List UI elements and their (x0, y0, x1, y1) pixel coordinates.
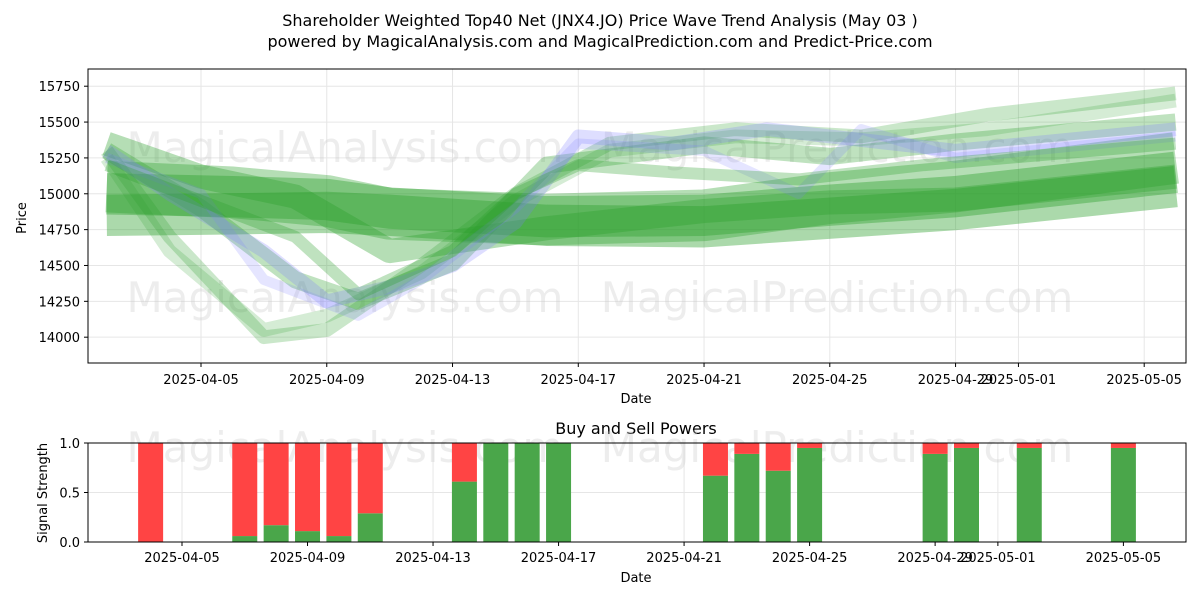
sell-bar (138, 443, 164, 542)
buy-bar (451, 481, 477, 542)
price-wave-band-7 (100, 93, 1177, 337)
signal-x-tick-label: 2025-04-13 (395, 551, 471, 566)
buy-bar (954, 447, 979, 542)
price-watermarks: MagicalAnalysis.com MagicalPrediction.co… (127, 123, 1074, 322)
signal-x-tick-label: 2025-04-25 (772, 551, 848, 566)
buy-bar (1016, 447, 1042, 542)
price-x-tick-label: 2025-04-09 (289, 373, 365, 388)
buy-bar (357, 513, 383, 542)
signal-x-ticks: 2025-04-05 2025-04-09 2025-04-13 2025-04-17… (144, 542, 1161, 566)
sell-bar (797, 443, 823, 448)
price-y-tick-label: 15500 (39, 116, 80, 131)
price-y-tick-label: 15250 (39, 152, 80, 167)
watermark-analysis-mid: MagicalAnalysis.com (127, 273, 564, 322)
price-wave-band-5 (102, 113, 1177, 310)
sell-bar (295, 443, 321, 532)
signal-y-ticks: 0.0 0.5 1.0 (59, 437, 88, 551)
buy-bar (263, 525, 289, 542)
price-wave-band-9 (104, 124, 1177, 321)
watermark-prediction-top: MagicalPrediction.com (601, 123, 1074, 172)
price-grid (88, 69, 1186, 363)
price-x-tick-label: 2025-05-01 (981, 373, 1057, 388)
signal-x-axis-label: Date (620, 571, 651, 586)
price-wave-band-6 (101, 86, 1177, 345)
sell-bar (1016, 443, 1042, 448)
signal-x-tick-label: 2025-04-17 (521, 551, 597, 566)
buy-bar (295, 531, 321, 542)
signal-y-axis-label: Signal Strength (36, 443, 51, 543)
price-x-tick-label: 2025-05-05 (1106, 373, 1182, 388)
sell-bar (734, 443, 760, 454)
signal-panel-title: Buy and Sell Powers (555, 419, 717, 438)
price-axes-frame (87, 68, 1187, 364)
sell-bar (954, 443, 979, 448)
sell-bar (702, 443, 728, 476)
sell-bar (1110, 443, 1136, 448)
signal-panel: Buy and Sell Powers MagicalAnalysis.com … (36, 419, 1187, 586)
buy-bar (232, 536, 258, 542)
price-x-tick-label: 2025-04-25 (792, 373, 868, 388)
price-x-tick-label: 2025-04-13 (415, 373, 491, 388)
price-x-ticks: 2025-04-05 2025-04-09 2025-04-13 2025-04-17… (163, 363, 1182, 388)
price-wave-band-1 (106, 166, 1178, 248)
watermark-prediction-bottom: MagicalPrediction.com (601, 423, 1074, 472)
price-y-ticks: 14000 14250 14500 14750 15000 15250 15500 15750 (39, 80, 88, 346)
chart-title-line2: powered by MagicalAnalysis.com and Magic… (267, 32, 932, 51)
price-bands (100, 86, 1179, 345)
price-wave-band-8 (102, 122, 1177, 309)
signal-bars (138, 443, 1136, 542)
price-y-tick-label: 14500 (39, 259, 80, 274)
buy-bar (514, 443, 540, 542)
price-wave-band-3 (105, 132, 1179, 246)
buy-bar (702, 475, 728, 542)
price-y-tick-label: 15750 (39, 80, 80, 95)
price-wave-band-10 (104, 137, 1177, 301)
signal-x-tick-label: 2025-04-09 (270, 551, 346, 566)
sell-bar (232, 443, 258, 537)
price-y-tick-label: 14250 (39, 295, 80, 310)
signal-y-tick-label: 1.0 (59, 437, 80, 452)
price-x-tick-label: 2025-04-21 (666, 373, 742, 388)
price-x-tick-label: 2025-04-17 (540, 373, 616, 388)
signal-x-tick-label: 2025-05-01 (960, 551, 1036, 566)
price-panel: MagicalAnalysis.com MagicalPrediction.co… (15, 68, 1187, 407)
signal-x-tick-label: 2025-05-05 (1086, 551, 1162, 566)
price-y-tick-label: 15000 (39, 188, 80, 203)
sell-bar (326, 443, 352, 537)
price-y-tick-label: 14000 (39, 331, 80, 346)
signal-x-tick-label: 2025-04-05 (144, 551, 220, 566)
sell-bar (451, 443, 477, 482)
buy-bar (483, 443, 509, 542)
chart-title-line1: Shareholder Weighted Top40 Net (JNX4.JO)… (282, 11, 918, 30)
price-x-tick-label: 2025-04-29 (918, 373, 994, 388)
signal-y-tick-label: 0.0 (59, 536, 80, 551)
price-x-tick-label: 2025-04-05 (163, 373, 239, 388)
buy-bar (765, 470, 791, 542)
watermark-analysis-top: MagicalAnalysis.com (127, 123, 564, 172)
buy-bar (922, 453, 948, 542)
buy-bar (1110, 447, 1136, 542)
price-y-tick-label: 14750 (39, 224, 80, 239)
signal-x-tick-label: 2025-04-29 (897, 551, 973, 566)
buy-bar (797, 447, 823, 542)
buy-bar (326, 536, 352, 542)
sell-bar (357, 443, 383, 514)
signal-y-tick-label: 0.5 (59, 487, 80, 502)
sell-bar (922, 443, 948, 454)
sell-bar (263, 443, 289, 526)
price-x-axis-label: Date (620, 392, 651, 407)
price-wave-band-2 (106, 151, 1178, 238)
buy-bar (734, 453, 760, 542)
buy-bar (546, 443, 572, 542)
price-y-axis-label: Price (15, 202, 30, 234)
price-wave-band-4 (102, 132, 1177, 264)
watermark-prediction-mid: MagicalPrediction.com (601, 273, 1074, 322)
sell-bar (765, 443, 791, 471)
signal-x-tick-label: 2025-04-21 (646, 551, 722, 566)
